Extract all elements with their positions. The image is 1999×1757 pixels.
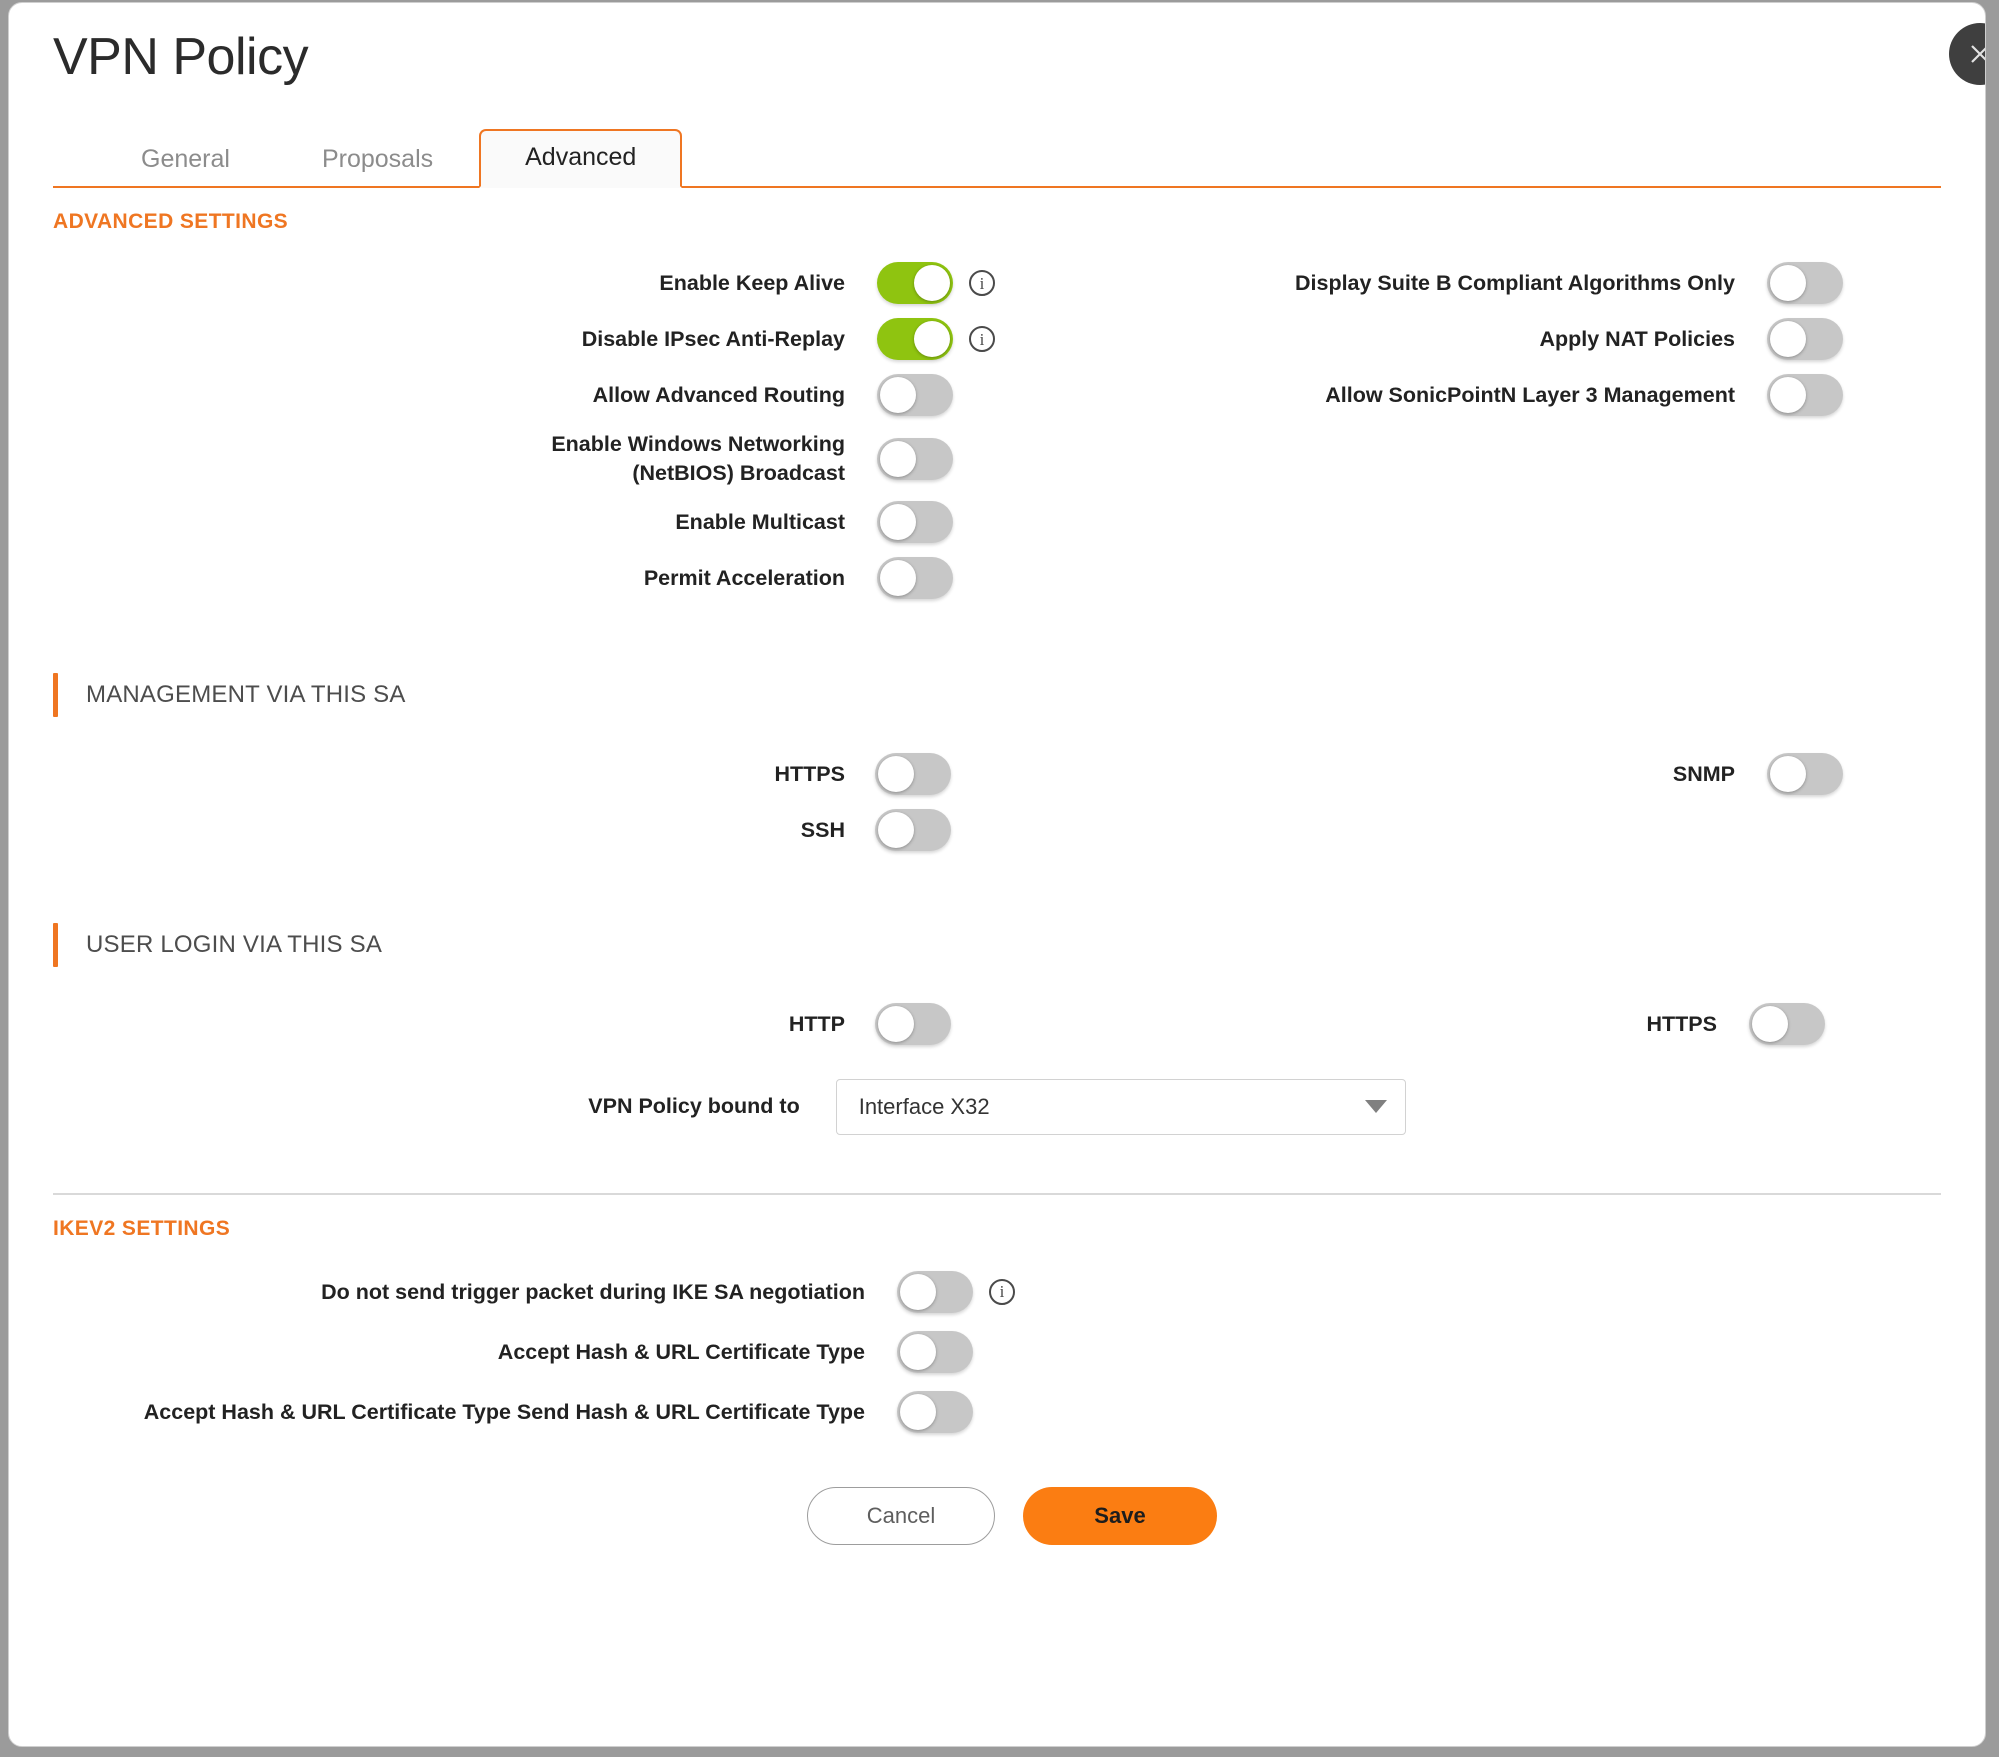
- tab-advanced[interactable]: Advanced: [479, 129, 683, 189]
- setting-label: Enable Multicast: [675, 509, 845, 534]
- section-title: MANAGEMENT VIA THIS SA: [86, 680, 406, 708]
- toggle-enable-keep-alive[interactable]: [877, 262, 953, 305]
- setting-label: Display Suite B Compliant Algorithms Onl…: [1294, 271, 1735, 295]
- setting-row-user-login-http: HTTP: [53, 1002, 997, 1045]
- info-icon[interactable]: i: [969, 326, 995, 353]
- setting-label: Allow Advanced Routing: [592, 383, 845, 407]
- toggle-management-https[interactable]: [875, 752, 951, 795]
- setting-row-user-login-https: HTTPS: [1047, 1002, 1941, 1045]
- close-icon: [1967, 41, 1985, 67]
- user-login-via-this-sa-section: USER LOGIN VIA THIS SA: [53, 922, 1941, 967]
- setting-row-enable-multicast: Enable Multicast: [53, 500, 997, 543]
- ikev2-settings-heading: IKEV2 SETTINGS: [53, 1216, 231, 1240]
- user-login-left-column: HTTP: [53, 1002, 997, 1045]
- setting-row-do-not-send-trigger-packet: Do not send trigger packet during IKE SA…: [53, 1270, 1941, 1313]
- toggle-user-login-http[interactable]: [875, 1002, 951, 1045]
- tab-general[interactable]: General: [141, 145, 230, 174]
- setting-label: Apply NAT Policies: [1539, 327, 1735, 351]
- setting-row-allow-advanced-routing: Allow Advanced Routing: [53, 374, 997, 417]
- tab-bar: General Proposals Advanced: [53, 124, 1941, 189]
- setting-row-accept-send-hash-url-certificate-type: Accept Hash & URL Certificate Type Send …: [53, 1390, 1941, 1433]
- setting-label: Enable Keep Alive: [659, 271, 845, 295]
- advanced-settings-right-column: Display Suite B Compliant Algorithms Onl…: [997, 262, 1941, 599]
- setting-label: SNMP: [1672, 761, 1735, 786]
- save-button[interactable]: Save: [1023, 1486, 1217, 1545]
- setting-label: SSH: [800, 817, 845, 842]
- toggle-permit-acceleration[interactable]: [877, 556, 953, 599]
- vpn-policy-bound-to-label: VPN Policy bound to: [588, 1094, 800, 1119]
- page-title: VPN Policy: [53, 28, 309, 86]
- setting-label: Allow SonicPointN Layer 3 Management: [1325, 383, 1735, 407]
- setting-row-disable-ipsec-anti-replay: Disable IPsec Anti-Replay i: [53, 318, 997, 361]
- chevron-down-icon: [1364, 1100, 1387, 1114]
- management-left-column: HTTPS SSH: [53, 752, 997, 851]
- setting-label: Permit Acceleration: [643, 565, 845, 590]
- vpn-policy-bound-to-row: VPN Policy bound to Interface X32: [53, 1078, 1941, 1135]
- toggle-accept-send-hash-url-certificate-type[interactable]: [897, 1390, 973, 1433]
- setting-label: Disable IPsec Anti-Replay: [581, 327, 845, 351]
- close-button[interactable]: [1949, 23, 1985, 85]
- toggle-apply-nat-policies[interactable]: [1767, 318, 1843, 361]
- setting-label: Accept Hash & URL Certificate Type: [497, 1339, 865, 1364]
- setting-row-accept-hash-url-certificate-type: Accept Hash & URL Certificate Type: [53, 1330, 1941, 1373]
- setting-label: HTTPS: [1646, 1011, 1717, 1036]
- management-right-column: SNMP: [997, 752, 1941, 851]
- toggle-allow-advanced-routing[interactable]: [877, 374, 953, 417]
- setting-label: Do not send trigger packet during IKE SA…: [321, 1279, 865, 1304]
- advanced-settings-heading: ADVANCED SETTINGS: [53, 210, 289, 234]
- setting-label: HTTPS: [774, 761, 845, 786]
- info-icon[interactable]: i: [989, 1278, 1015, 1305]
- setting-row-display-suite-b: Display Suite B Compliant Algorithms Onl…: [1047, 262, 1941, 305]
- setting-label: HTTP: [788, 1011, 845, 1036]
- vpn-policy-dialog: VPN Policy General Proposals Advanced AD…: [8, 2, 1986, 1747]
- setting-row-permit-acceleration: Permit Acceleration: [53, 556, 997, 599]
- tab-proposals[interactable]: Proposals: [321, 145, 434, 174]
- advanced-settings-left-column: Enable Keep Alive i Disable IPsec Anti-R…: [53, 262, 997, 599]
- toggle-accept-hash-url-certificate-type[interactable]: [897, 1330, 973, 1373]
- cancel-button[interactable]: Cancel: [807, 1486, 995, 1545]
- dialog-footer-buttons: Cancel Save: [53, 1486, 1941, 1545]
- toggle-management-snmp[interactable]: [1767, 752, 1843, 795]
- toggle-management-ssh[interactable]: [875, 808, 951, 851]
- setting-row-allow-sonicpointn: Allow SonicPointN Layer 3 Management: [1047, 374, 1941, 417]
- setting-row-enable-keep-alive: Enable Keep Alive i: [53, 262, 997, 305]
- setting-row-management-ssh: SSH: [53, 808, 997, 851]
- management-via-this-sa-section: MANAGEMENT VIA THIS SA: [53, 672, 1941, 717]
- section-title: USER LOGIN VIA THIS SA: [86, 930, 383, 958]
- section-divider: [53, 1192, 1941, 1195]
- section-accent-bar: [53, 672, 58, 717]
- toggle-enable-windows-networking[interactable]: [877, 437, 953, 480]
- toggle-allow-sonicpointn-layer3-management[interactable]: [1767, 374, 1843, 417]
- toggle-do-not-send-trigger-packet[interactable]: [897, 1270, 973, 1313]
- setting-row-management-https: HTTPS: [53, 752, 997, 795]
- setting-row-management-snmp: SNMP: [1047, 752, 1941, 795]
- setting-row-enable-windows-networking: Enable Windows Networking (NetBIOS) Broa…: [53, 430, 997, 487]
- setting-row-apply-nat-policies: Apply NAT Policies: [1047, 318, 1941, 361]
- info-icon[interactable]: i: [969, 270, 995, 297]
- section-accent-bar: [53, 922, 58, 967]
- user-login-right-column: HTTPS: [997, 1002, 1941, 1045]
- vpn-policy-bound-to-select[interactable]: Interface X32: [835, 1078, 1406, 1135]
- toggle-disable-ipsec-anti-replay[interactable]: [877, 318, 953, 361]
- select-value: Interface X32: [858, 1093, 990, 1119]
- setting-label: Accept Hash & URL Certificate Type Send …: [143, 1399, 865, 1424]
- toggle-user-login-https[interactable]: [1749, 1002, 1825, 1045]
- toggle-enable-multicast[interactable]: [877, 500, 953, 543]
- toggle-display-suite-b-compliant-algorithms-only[interactable]: [1767, 262, 1843, 305]
- setting-label: Enable Windows Networking (NetBIOS) Broa…: [551, 432, 845, 485]
